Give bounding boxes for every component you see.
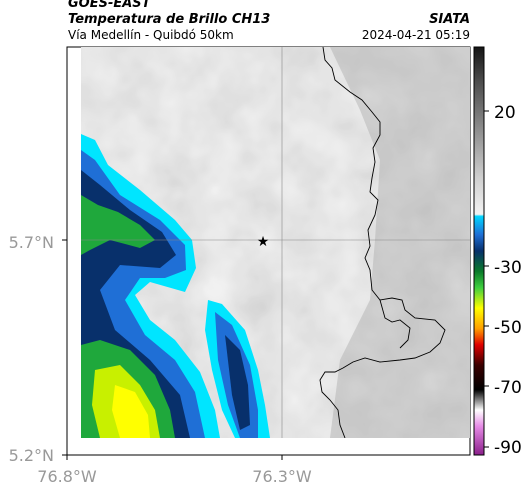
- colorbar-label-20: 20: [494, 103, 516, 123]
- x-tick-label-76.3: 76.3°W: [252, 467, 312, 486]
- colorbar-label-minus50: -50: [494, 318, 522, 338]
- timestamp-label: 2024-04-21 05:19: [361, 28, 470, 42]
- colorbar: [473, 46, 485, 456]
- y-tick-label-5.2: 5.2°N: [9, 446, 54, 465]
- cold-cloud-navy-ridge: [225, 335, 250, 430]
- organization-label: SIATA: [429, 12, 470, 27]
- colorbar-label-minus30: -30: [494, 258, 522, 278]
- department-boundary-east: [379, 299, 411, 349]
- colorbar-label-minus90: -90: [494, 438, 522, 458]
- data-layer: [81, 47, 470, 438]
- department-boundary-main: [319, 47, 446, 438]
- colorbar-label-minus70: -70: [494, 378, 522, 398]
- satellite-name: GOES-EAST: [68, 0, 151, 11]
- star-icon: ★: [257, 234, 270, 250]
- map-title: Temperatura de Brillo CH13: [68, 12, 271, 27]
- x-tick-label-76.8: 76.8°W: [37, 467, 97, 486]
- map-subtitle: Vía Medellín - Quibdó 50km: [68, 28, 234, 42]
- y-tick-label-5.7: 5.7°N: [9, 233, 54, 252]
- cold-cloud-yellow-core: [112, 385, 150, 438]
- eastern-gray-region: [330, 47, 470, 438]
